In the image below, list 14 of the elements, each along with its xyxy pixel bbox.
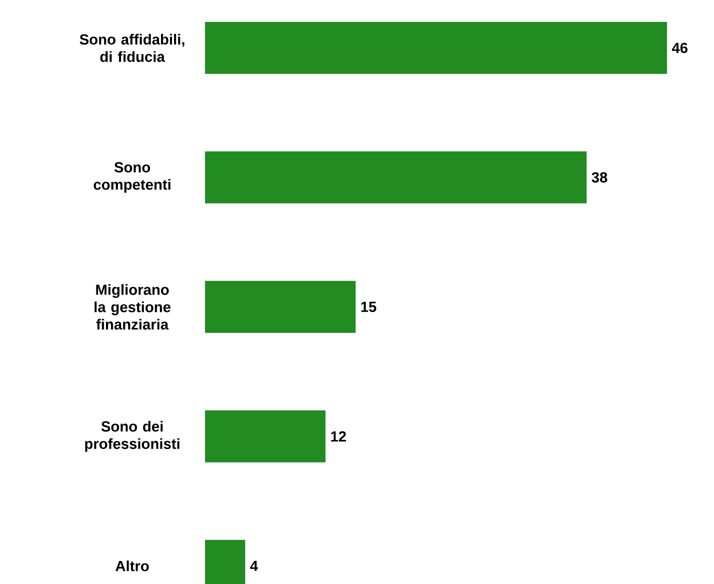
y-tick-label: Sono affidabili, di fiducia [80,34,184,62]
y-tick-label: Migliorano la gestione finanziaria [94,284,170,330]
data-label: 38 [592,172,608,183]
data-label: 15 [361,302,376,312]
data-label: 4 [250,560,258,571]
data-label: 46 [672,42,688,54]
y-tick-label: Altro [116,560,149,572]
bar [205,280,356,333]
y-tick-label: Sono dei professionisti [85,420,180,452]
bar [205,151,587,204]
data-label: 12 [331,431,346,442]
y-tick-label: Sono competenti [94,162,170,193]
bar [205,410,326,462]
bar [205,22,667,74]
